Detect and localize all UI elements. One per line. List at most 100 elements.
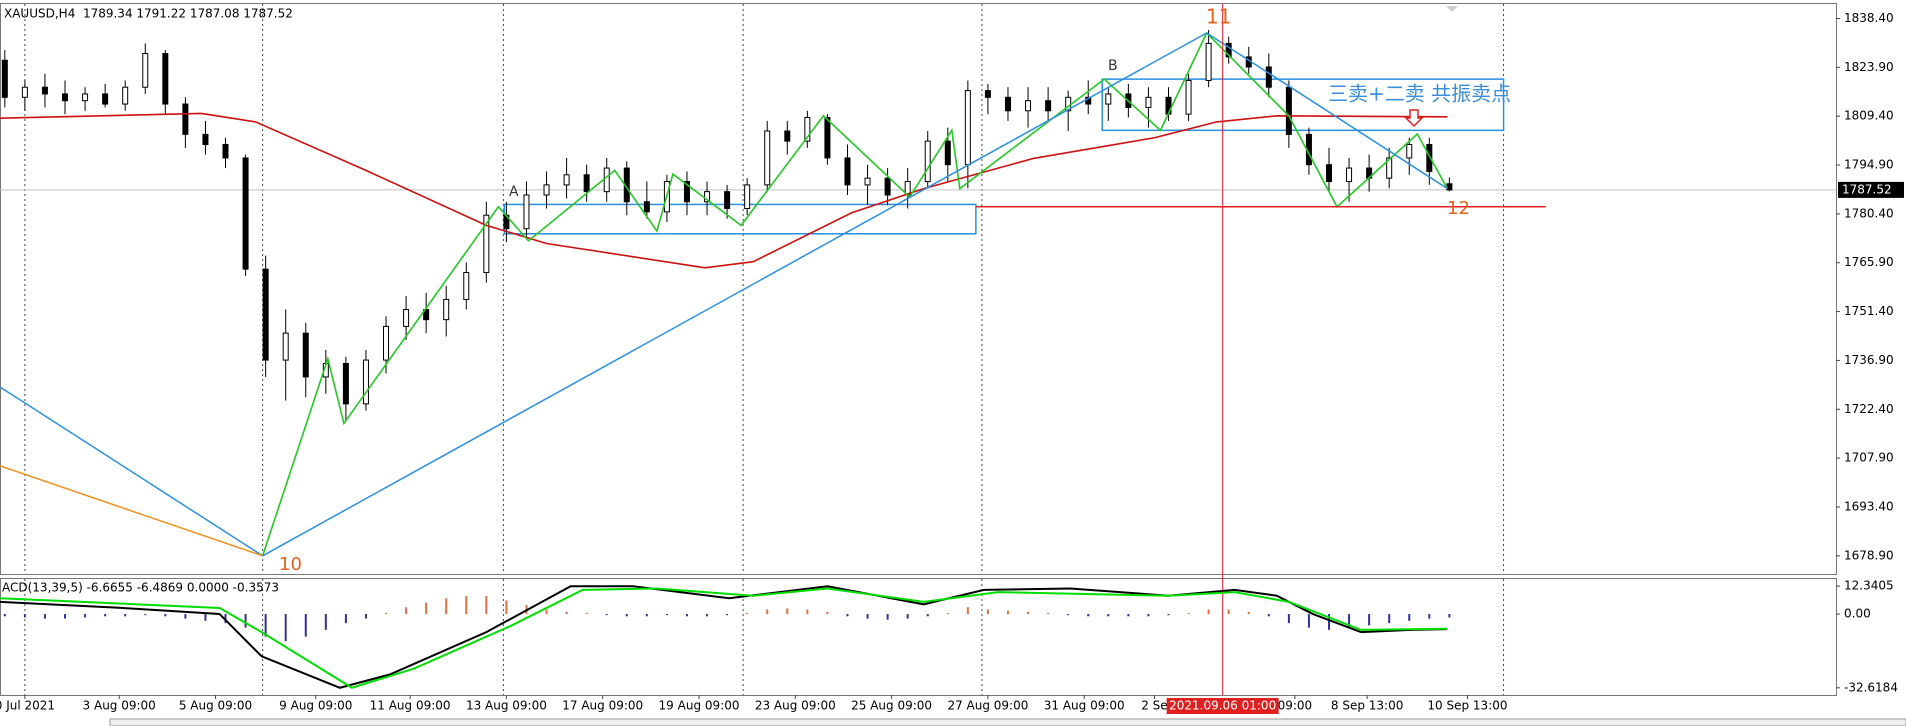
x-tick-label: 11 Aug 09:00 xyxy=(370,699,451,713)
annotation: 11 xyxy=(1206,5,1231,29)
candle-body xyxy=(1285,86,1292,135)
candle-body xyxy=(1406,143,1413,159)
price-tag-label: 1787.52 xyxy=(1842,182,1892,196)
candle-body xyxy=(362,359,369,405)
candle-body xyxy=(222,143,229,159)
candle-body xyxy=(1,59,8,98)
candle-body xyxy=(543,184,550,196)
candle-body xyxy=(884,177,891,196)
x-tick-label: 17 Aug 09:00 xyxy=(562,699,643,713)
price-tag xyxy=(1838,181,1904,198)
candle-body xyxy=(864,177,871,186)
x-tick-label: 31 Aug 09:00 xyxy=(1044,699,1125,713)
annotation: 10 xyxy=(279,554,302,575)
y-tick-label: 1707.90 xyxy=(1844,451,1894,465)
candle-body xyxy=(122,86,129,105)
candle-body xyxy=(984,90,991,98)
x-tick-label: 23 Aug 09:00 xyxy=(755,699,836,713)
macd-panel xyxy=(0,578,1837,696)
candle-body xyxy=(603,167,610,193)
indicator-line xyxy=(0,465,263,557)
candle-body xyxy=(182,103,189,135)
y-tick-label: 1794.90 xyxy=(1844,158,1894,172)
candle-body xyxy=(423,309,430,321)
y-tick-label: 1678.90 xyxy=(1844,548,1894,562)
main-panel xyxy=(0,3,1837,575)
candle-body xyxy=(563,174,570,186)
candle-body xyxy=(523,194,530,230)
annotation: B xyxy=(1108,58,1118,74)
candle-body xyxy=(262,268,269,361)
candle-body xyxy=(1426,143,1433,172)
macd-header: ACD(13,39,5) -6.6655 -6.4869 0.0000 -0.3… xyxy=(2,581,279,595)
candle-body xyxy=(1346,167,1353,183)
candle-body xyxy=(643,201,650,213)
indicator-line xyxy=(261,31,1449,557)
x-tick-label: 25 Aug 09:00 xyxy=(851,699,932,713)
candle-body xyxy=(383,325,390,361)
y-tick-label: 1823.90 xyxy=(1844,60,1894,74)
candle-body xyxy=(403,309,410,327)
x-tick-label: 13 Aug 09:00 xyxy=(466,699,547,713)
candle-body xyxy=(824,117,831,159)
annotation: A xyxy=(509,184,519,200)
annotation: 三卖+二卖 共振卖点 xyxy=(1328,82,1511,106)
arrow-icon xyxy=(1404,109,1424,128)
candle-body xyxy=(463,271,470,300)
candle-body xyxy=(62,93,69,102)
candle-body xyxy=(1446,183,1453,191)
x-tick-label: 8 Sep 13:00 xyxy=(1331,699,1403,713)
y-tick-label: 1809.40 xyxy=(1844,109,1894,123)
macd-line xyxy=(0,585,1448,689)
y-tick-label: 1693.40 xyxy=(1844,499,1894,513)
x-tick-label: 3 Aug 09:00 xyxy=(83,699,156,713)
candle-body xyxy=(1386,157,1393,179)
candle-body xyxy=(1105,93,1112,105)
y-tick-label: 1765.90 xyxy=(1844,255,1894,269)
x-tick-label: 5 Aug 09:00 xyxy=(179,699,252,713)
candle-body xyxy=(683,181,690,203)
candle-body xyxy=(282,332,289,361)
candle-body xyxy=(102,93,109,105)
symbol-header: XAUUSD,H4 1789.34 1791.22 1787.08 1787.5… xyxy=(4,7,293,21)
candle-body xyxy=(704,191,711,203)
candle-body xyxy=(1265,66,1272,88)
candle-body xyxy=(302,332,309,378)
x-tick-label: 9 Aug 09:00 xyxy=(279,699,352,713)
y-tick-label: -32.6184 xyxy=(1844,680,1898,694)
candle-body xyxy=(1004,96,1011,112)
indicator-line xyxy=(0,386,264,557)
indicator-line xyxy=(1206,32,1448,190)
candle-body xyxy=(944,140,951,166)
annotation: 12 xyxy=(1447,198,1470,219)
candle-body xyxy=(1205,42,1212,81)
candle-body xyxy=(844,157,851,186)
macd-line xyxy=(0,587,1448,689)
candle-body xyxy=(82,93,89,102)
candle-body xyxy=(1145,96,1152,108)
candle-body xyxy=(583,174,590,193)
scrollbar[interactable] xyxy=(109,718,1906,726)
x-tick-label: 09:00 xyxy=(1278,699,1313,713)
candle-body xyxy=(443,298,450,321)
y-tick-label: 1780.40 xyxy=(1844,206,1894,220)
candle-body xyxy=(1225,42,1232,58)
candle-body xyxy=(162,53,169,105)
candle-body xyxy=(1325,164,1332,183)
candle-body xyxy=(744,184,751,209)
candle-body xyxy=(142,53,149,88)
candle-body xyxy=(964,90,971,166)
y-tick-label: 12.3405 xyxy=(1844,579,1894,593)
candle-body xyxy=(924,140,931,183)
candle-body xyxy=(1185,79,1192,115)
candle-body xyxy=(21,86,28,98)
x-tick-label: 27 Aug 09:00 xyxy=(947,699,1028,713)
range-box xyxy=(1101,78,1505,132)
x-tick-label: 2 Se xyxy=(1141,699,1167,713)
candle-body xyxy=(784,130,791,142)
scroll-marker xyxy=(1446,6,1458,12)
candle-body xyxy=(202,133,209,145)
y-tick-label: 0.00 xyxy=(1844,607,1871,621)
candle-body xyxy=(1025,100,1032,112)
